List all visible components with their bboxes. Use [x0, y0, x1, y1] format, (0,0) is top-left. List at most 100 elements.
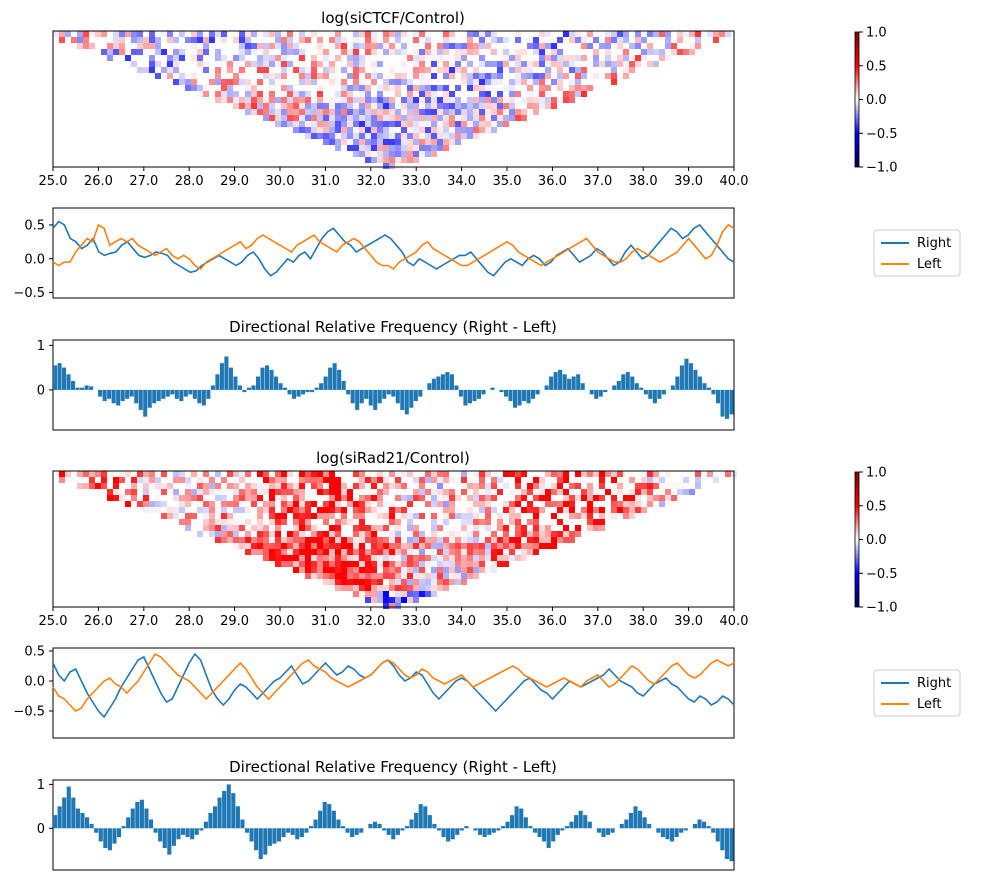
- heatmap-cell: [299, 501, 305, 507]
- heatmap-cell: [473, 49, 479, 55]
- heatmap-cell: [557, 37, 563, 43]
- heatmap-cell: [557, 519, 563, 525]
- heatmap-cell: [563, 31, 569, 37]
- bar: [103, 828, 108, 849]
- heatmap-cell: [461, 579, 467, 585]
- heatmap-cell: [317, 121, 323, 127]
- heatmap-cell: [437, 97, 443, 103]
- heatmap-cell: [581, 507, 587, 513]
- heatmap-cell: [311, 61, 317, 67]
- heatmap-cell: [527, 501, 533, 507]
- heatmap-cell: [353, 67, 359, 73]
- bar: [359, 389, 364, 404]
- heatmap-cell: [443, 471, 449, 477]
- heatmap-cell: [413, 127, 419, 133]
- heatmap-cell: [467, 567, 473, 573]
- heatmap-cell: [623, 49, 629, 55]
- x-tick-label: 38.0: [629, 174, 658, 189]
- heatmap-cell: [299, 537, 305, 543]
- heatmap-cell: [311, 73, 317, 79]
- heatmap-cell: [173, 55, 179, 61]
- heatmap-cell: [461, 489, 467, 495]
- heatmap-cell: [335, 477, 341, 483]
- heatmap-cell: [257, 513, 263, 519]
- heatmap-cell: [323, 537, 329, 543]
- heatmap-cell: [539, 525, 545, 531]
- heatmap-cell: [461, 483, 467, 489]
- heatmap-cell: [545, 97, 551, 103]
- heatmap-cell: [389, 597, 395, 603]
- bar: [706, 387, 711, 390]
- heatmap-cell: [413, 31, 419, 37]
- heatmap-cell: [245, 31, 251, 37]
- heatmap-cell: [323, 127, 329, 133]
- heatmap-cell: [431, 501, 437, 507]
- heatmap-cell: [545, 543, 551, 549]
- heatmap-cell: [497, 477, 503, 483]
- heatmap-cell: [509, 471, 515, 477]
- heatmap-cell: [419, 555, 425, 561]
- heatmap-cell: [329, 561, 335, 567]
- heatmap-cell: [569, 55, 575, 61]
- heatmap-cell: [371, 145, 377, 151]
- heatmap-cell: [227, 67, 233, 73]
- heatmap-cell: [311, 477, 317, 483]
- heatmap-cell: [293, 525, 299, 531]
- heatmap-cell: [275, 61, 281, 67]
- heatmap-cell: [119, 49, 125, 55]
- heatmap-cell: [515, 555, 521, 561]
- heatmap-cell: [329, 37, 335, 43]
- heatmap-cell: [527, 43, 533, 49]
- heatmap-cell: [107, 31, 113, 37]
- heatmap-cell: [143, 43, 149, 49]
- heatmap-cell: [431, 151, 437, 157]
- heatmap-cell: [257, 109, 263, 115]
- heatmap-cell: [419, 513, 425, 519]
- heatmap-cell: [527, 483, 533, 489]
- heatmap-cell: [515, 513, 521, 519]
- heatmap-cell: [443, 103, 449, 109]
- heatmap-cell: [419, 121, 425, 127]
- heatmap-cell: [407, 103, 413, 109]
- heatmap-cell: [377, 543, 383, 549]
- heatmap-cell: [365, 579, 371, 585]
- heatmap-cell: [401, 61, 407, 67]
- heatmap-cell: [311, 513, 317, 519]
- heatmap-cell: [371, 79, 377, 85]
- heatmap-cell: [257, 537, 263, 543]
- heatmap-cell: [299, 555, 305, 561]
- heatmap-cell: [485, 121, 491, 127]
- heatmap-cell: [461, 97, 467, 103]
- heatmap-cell: [161, 49, 167, 55]
- colorbar-tick-label: −1.0: [866, 161, 898, 176]
- heatmap-cell: [545, 43, 551, 49]
- heatmap-cell: [203, 519, 209, 525]
- heatmap-cell: [689, 483, 695, 489]
- heatmap-cell: [599, 483, 605, 489]
- heatmap-cell: [377, 157, 383, 163]
- heatmap-cell: [443, 145, 449, 151]
- bar: [508, 389, 513, 402]
- heatmap-cell: [299, 55, 305, 61]
- heatmap-cell: [341, 519, 347, 525]
- heatmap-cell: [539, 97, 545, 103]
- heatmap-cell: [629, 67, 635, 73]
- heatmap-cell: [353, 591, 359, 597]
- heatmap-cell: [455, 85, 461, 91]
- heatmap-cell: [395, 483, 401, 489]
- bar: [305, 389, 310, 393]
- heatmap-cell: [401, 471, 407, 477]
- heatmap-cell: [683, 49, 689, 55]
- heatmap-cell: [383, 555, 389, 561]
- heatmap-cell: [371, 531, 377, 537]
- heatmap-cell: [425, 537, 431, 543]
- heatmap-cell: [425, 567, 431, 573]
- bar: [143, 389, 148, 417]
- heatmap-cell: [275, 55, 281, 61]
- heatmap-cell: [521, 549, 527, 555]
- x-tick-label: 32.0: [356, 614, 385, 629]
- heatmap-cell: [437, 67, 443, 73]
- heatmap-cell: [353, 567, 359, 573]
- heatmap-cell: [521, 49, 527, 55]
- heatmap-cell: [587, 507, 593, 513]
